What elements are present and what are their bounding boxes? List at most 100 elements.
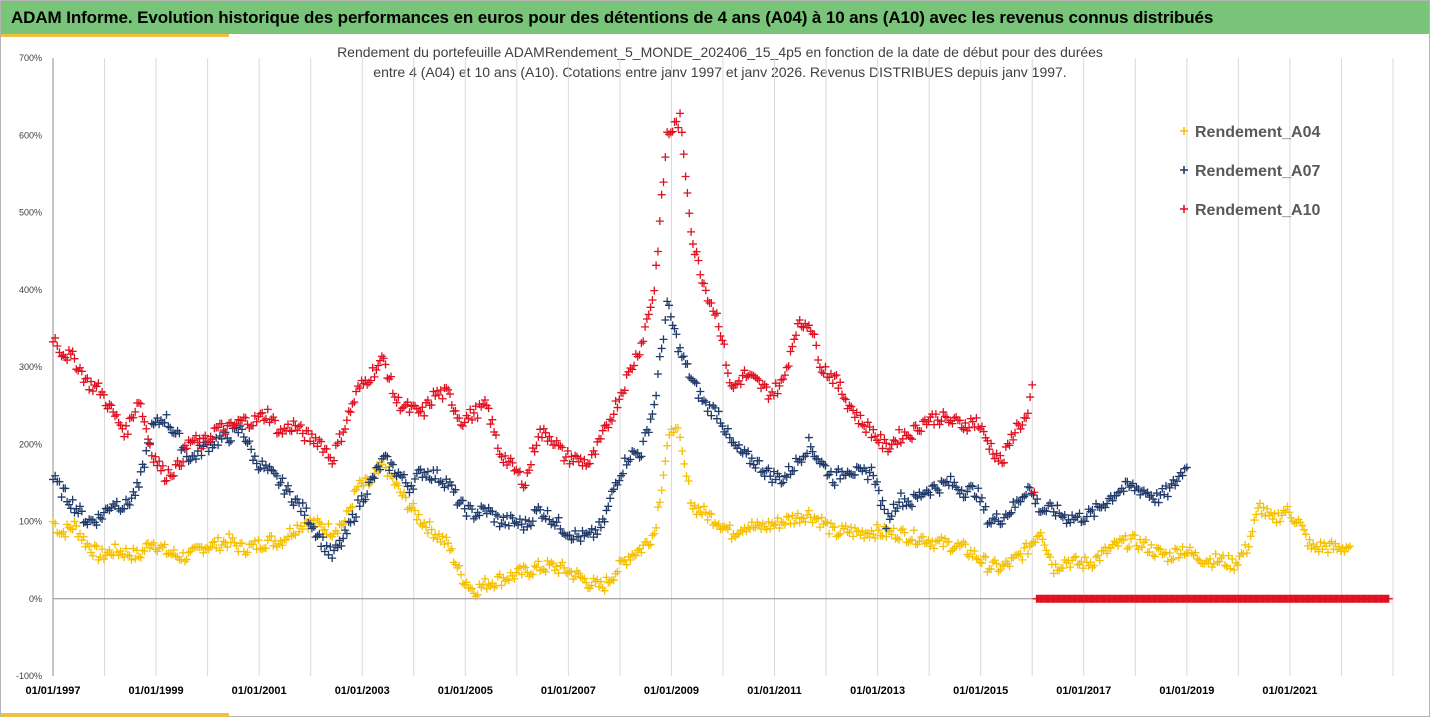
data-point (186, 456, 195, 465)
data-point (591, 450, 600, 459)
data-point (817, 513, 826, 522)
x-tick-label: 01/01/2017 (1056, 685, 1111, 697)
data-point (156, 466, 165, 475)
data-point (468, 505, 477, 514)
data-point (271, 416, 280, 425)
data-point (462, 512, 471, 521)
data-point (823, 471, 832, 480)
data-point (679, 352, 688, 361)
data-point (1239, 549, 1248, 558)
y-tick-label: 300% (19, 362, 42, 372)
data-point (107, 401, 116, 410)
data-point (87, 548, 96, 557)
data-point (869, 530, 878, 539)
data-point (666, 312, 675, 321)
data-point (723, 424, 732, 433)
data-point (587, 581, 596, 590)
data-point (267, 532, 276, 541)
data-point (733, 530, 742, 539)
data-point (600, 517, 609, 526)
data-point (591, 525, 600, 534)
data-point (631, 449, 640, 458)
data-point (374, 462, 383, 471)
data-point (819, 369, 828, 378)
data-point (433, 466, 442, 475)
data-point (368, 472, 377, 481)
data-point (353, 482, 362, 491)
data-point (444, 539, 453, 548)
data-point (151, 452, 160, 461)
data-point (1028, 380, 1037, 389)
data-point (661, 153, 670, 162)
data-point (797, 458, 806, 467)
data-point (1132, 483, 1141, 492)
data-point (523, 568, 532, 577)
data-point (1163, 557, 1172, 566)
data-point (79, 518, 88, 527)
data-point (322, 541, 331, 550)
data-point (162, 550, 171, 559)
data-point (874, 526, 883, 535)
data-point (663, 441, 672, 450)
data-point (138, 412, 147, 421)
data-point (1016, 549, 1025, 558)
data-point (304, 519, 313, 528)
data-point (123, 500, 132, 509)
data-point (1173, 545, 1182, 554)
data-point (203, 543, 212, 552)
data-point (445, 546, 454, 555)
data-point (646, 540, 655, 549)
data-point (350, 517, 359, 526)
data-point (674, 347, 683, 356)
data-point (1040, 506, 1049, 515)
data-point (199, 548, 208, 557)
data-point (714, 322, 723, 331)
data-point (381, 451, 390, 460)
data-point (488, 415, 497, 424)
data-point (799, 514, 808, 523)
data-point (468, 584, 477, 593)
data-point (795, 315, 804, 324)
data-point (701, 286, 710, 295)
data-point (1160, 550, 1169, 559)
data-point (1305, 535, 1314, 544)
data-point (637, 548, 646, 557)
data-point (49, 517, 57, 526)
legend-entry: Rendement_A04 (1195, 124, 1320, 141)
data-point (134, 398, 143, 407)
legend-marker (1180, 127, 1188, 135)
data-point (1145, 493, 1154, 502)
data-point (657, 190, 666, 199)
data-point (131, 407, 140, 416)
data-point (486, 420, 495, 429)
data-point (317, 542, 326, 551)
data-point (147, 419, 156, 428)
data-point (1095, 556, 1104, 565)
data-point (515, 515, 524, 524)
data-point (315, 518, 324, 527)
data-point (521, 481, 530, 490)
data-point (1191, 548, 1200, 557)
data-point (405, 503, 414, 512)
data-point (684, 476, 693, 485)
data-point (889, 524, 898, 533)
data-point (1042, 507, 1051, 516)
data-point (804, 433, 813, 442)
data-point (237, 425, 246, 434)
data-point (618, 557, 627, 566)
data-point (648, 531, 657, 540)
data-point (849, 406, 858, 415)
data-point (1327, 537, 1336, 546)
data-point (407, 481, 416, 490)
data-point (142, 424, 151, 433)
data-point (1127, 534, 1136, 543)
data-point (414, 510, 423, 519)
data-point (1119, 487, 1128, 496)
data-point (633, 546, 642, 555)
data-point (250, 452, 259, 461)
data-point (758, 467, 767, 476)
data-point (677, 128, 686, 137)
data-point (753, 374, 762, 383)
data-point (841, 471, 850, 480)
data-point (503, 461, 512, 469)
